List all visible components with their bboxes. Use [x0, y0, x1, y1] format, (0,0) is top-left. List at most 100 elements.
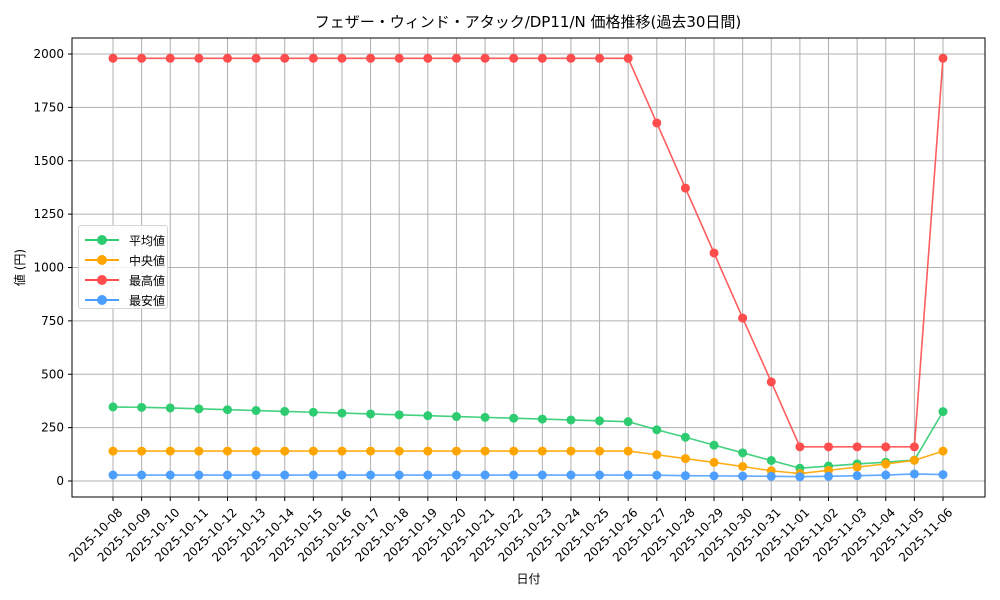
data-point [652, 450, 662, 460]
data-point [738, 461, 748, 471]
data-point [938, 470, 948, 480]
series-1 [108, 446, 948, 479]
y-tick-label: 1000 [33, 261, 64, 275]
legend-marker-icon [85, 274, 119, 286]
data-point [709, 457, 719, 467]
data-point [308, 470, 318, 480]
data-point [165, 446, 175, 456]
data-point [738, 448, 748, 458]
data-point [537, 446, 547, 456]
data-point [881, 442, 891, 452]
data-point [251, 53, 261, 63]
data-point [938, 53, 948, 63]
data-point [222, 470, 232, 480]
data-point [938, 407, 948, 417]
data-point [337, 446, 347, 456]
data-point [881, 470, 891, 480]
data-point [394, 446, 404, 456]
data-point [308, 446, 318, 456]
legend-item: 中央値 [85, 250, 167, 270]
y-axis-label: 値 (円) [12, 249, 27, 286]
data-point [194, 404, 204, 414]
y-tick-label: 2000 [33, 47, 64, 61]
legend-label: 最高値 [129, 273, 166, 288]
legend-item: 平均値 [85, 230, 167, 250]
data-point [680, 454, 690, 464]
y-tick-label: 0 [56, 474, 64, 488]
y-tick-label: 1750 [33, 100, 64, 114]
data-point [222, 446, 232, 456]
data-point [366, 470, 376, 480]
data-point [566, 53, 576, 63]
data-point [738, 313, 748, 323]
data-point [137, 446, 147, 456]
data-point [566, 470, 576, 480]
data-point [595, 53, 605, 63]
legend-item: 最安値 [85, 290, 167, 310]
data-point [108, 53, 118, 63]
data-point [366, 446, 376, 456]
data-point [680, 471, 690, 481]
series-2 [108, 53, 948, 452]
data-point [337, 470, 347, 480]
legend-marker-icon [85, 234, 119, 246]
data-point [451, 53, 461, 63]
data-point [194, 446, 204, 456]
data-point [595, 470, 605, 480]
data-point [280, 406, 290, 416]
data-point [222, 53, 232, 63]
data-point [881, 459, 891, 469]
data-point [480, 446, 490, 456]
data-point [595, 416, 605, 426]
data-point [909, 455, 919, 465]
data-point [423, 53, 433, 63]
data-point [537, 470, 547, 480]
data-point [824, 442, 834, 452]
data-point [566, 415, 576, 425]
y-tick-label: 1500 [33, 154, 64, 168]
data-point [165, 403, 175, 413]
data-point [423, 470, 433, 480]
data-point [795, 472, 805, 482]
data-point [509, 53, 519, 63]
data-point [509, 413, 519, 423]
data-point [509, 446, 519, 456]
legend-label: 中央値 [129, 253, 166, 268]
data-point [824, 471, 834, 481]
data-point [280, 53, 290, 63]
data-point [308, 407, 318, 417]
y-tick-label: 250 [41, 421, 64, 435]
data-point [251, 470, 261, 480]
data-point [652, 470, 662, 480]
data-point [795, 442, 805, 452]
data-point [137, 402, 147, 412]
chart-legend: 平均値中央値最高値最安値 [78, 225, 168, 309]
data-point [938, 446, 948, 456]
legend-marker-icon [85, 254, 119, 266]
data-point [251, 446, 261, 456]
data-point [337, 408, 347, 418]
data-point [852, 462, 862, 472]
data-point [652, 425, 662, 435]
data-point [108, 446, 118, 456]
data-point [394, 410, 404, 420]
data-point [595, 446, 605, 456]
data-point [337, 53, 347, 63]
y-tick-label: 1250 [33, 207, 64, 221]
data-point [423, 411, 433, 421]
data-point [194, 53, 204, 63]
legend-marker-icon [85, 294, 119, 306]
data-point [566, 446, 576, 456]
data-point [366, 409, 376, 419]
data-point [680, 432, 690, 442]
legend-label: 最安値 [129, 293, 166, 308]
series-0 [108, 402, 948, 473]
data-point [480, 412, 490, 422]
y-axis: 0 250 500 750 1000 1250 1500 1750 2000 値 (円) [12, 47, 72, 488]
data-point [137, 470, 147, 480]
data-point [509, 470, 519, 480]
data-point [766, 456, 776, 466]
data-point [366, 53, 376, 63]
